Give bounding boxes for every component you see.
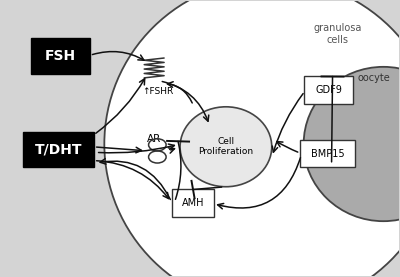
- FancyBboxPatch shape: [23, 132, 94, 167]
- FancyBboxPatch shape: [304, 76, 354, 104]
- FancyBboxPatch shape: [172, 189, 214, 217]
- Text: ↑FSHR: ↑FSHR: [142, 87, 174, 96]
- Text: GDF9: GDF9: [315, 85, 342, 95]
- Text: AR: AR: [147, 134, 161, 143]
- Ellipse shape: [180, 107, 272, 187]
- FancyBboxPatch shape: [30, 38, 90, 74]
- Ellipse shape: [304, 67, 400, 221]
- Text: T/DHT: T/DHT: [35, 143, 82, 157]
- Text: FSH: FSH: [45, 49, 76, 63]
- Text: oocyte: oocyte: [357, 73, 390, 83]
- FancyBboxPatch shape: [300, 140, 356, 167]
- Text: granulosa
cells: granulosa cells: [313, 23, 362, 45]
- Ellipse shape: [104, 0, 400, 277]
- Text: BMP15: BMP15: [311, 149, 344, 159]
- Text: AMH: AMH: [182, 198, 204, 208]
- Text: Cell
Proliferation: Cell Proliferation: [198, 137, 254, 157]
